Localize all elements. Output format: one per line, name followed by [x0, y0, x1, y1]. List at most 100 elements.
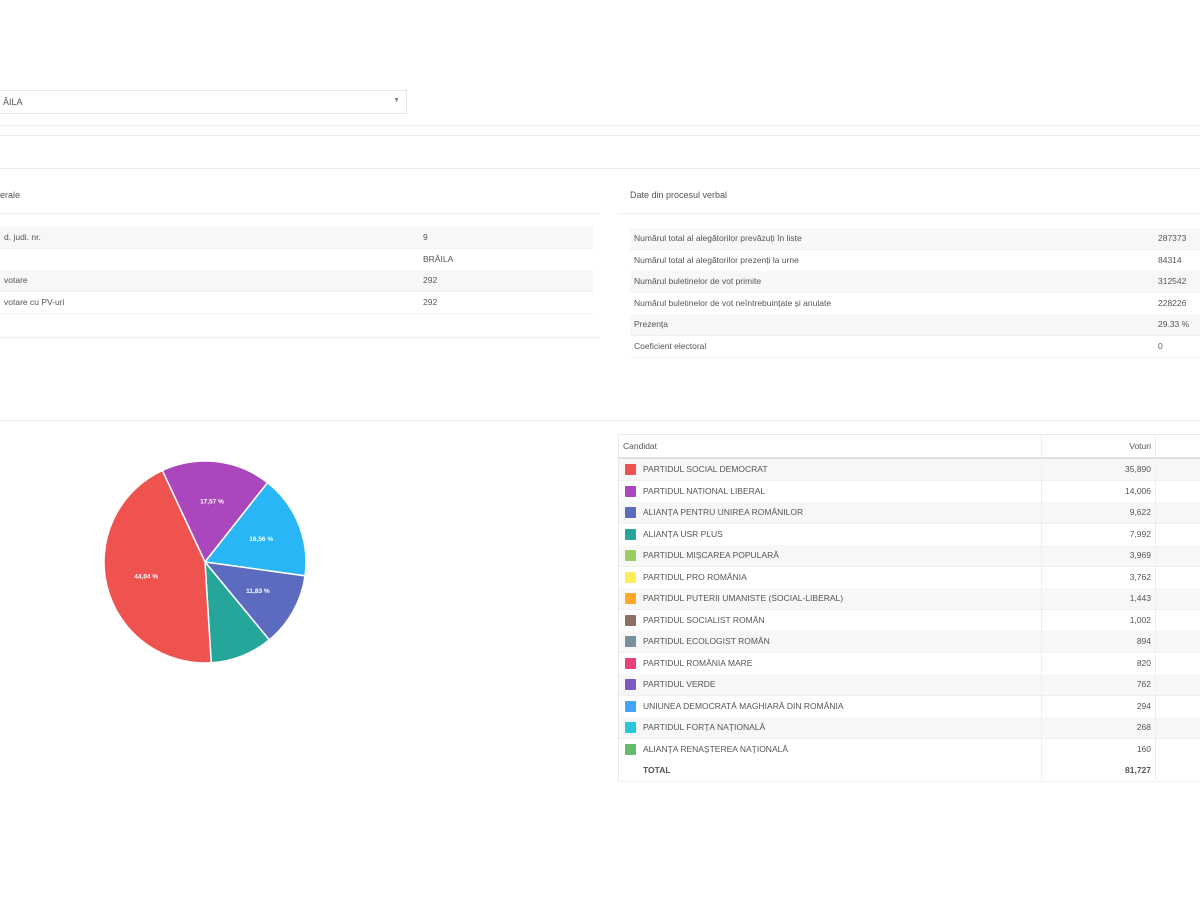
row-value: 0	[1158, 340, 1163, 351]
candidate-name: PARTIDUL MIȘCAREA POPULARĂ	[643, 550, 779, 560]
candidate-name: ALIANȚA USR PLUS	[643, 528, 723, 539]
row-value: BRĂILA	[423, 253, 454, 264]
pie-slice	[161, 460, 269, 564]
row-label: Numărul total al alegătorilor prevăzuți …	[634, 233, 802, 243]
candidate-name: UNIUNEA DEMOCRATĂ MAGHIARĂ DIN ROMÂNIA	[643, 700, 844, 711]
total-votes: 81,727	[1125, 765, 1151, 775]
slice-label: 44,04 %	[134, 574, 158, 581]
slice-label: 17,57 %	[200, 499, 224, 506]
row-label: d. judi. nr.	[4, 232, 41, 242]
table-row: votare cu PV-uri 292	[0, 292, 593, 314]
color-swatch	[625, 485, 636, 497]
table-row: Numărul buletinelor de vot primite 312542	[630, 271, 1200, 293]
color-swatch	[625, 528, 636, 540]
table-header: Candidat Voturi	[619, 435, 1200, 459]
color-swatch	[625, 700, 636, 712]
candidate-row: PARTIDUL VERDE 762	[619, 674, 1200, 696]
slice-label: 16,56 %	[249, 536, 273, 543]
dropdown[interactable]: ĂILA ▼	[0, 90, 407, 114]
color-swatch	[625, 743, 636, 755]
candidate-row: ALIANȚA PENTRU UNIREA ROMÂNILOR 9,622	[619, 502, 1200, 524]
row-label: Numărul buletinelor de vot primite	[634, 276, 762, 286]
row-value: 287373	[1158, 233, 1187, 243]
slice-label: 11,83 %	[246, 588, 270, 595]
header-cell: Voturi	[1129, 441, 1151, 451]
color-swatch	[625, 464, 636, 475]
candidate-votes: 14,006	[1125, 485, 1151, 496]
color-swatch	[625, 571, 636, 583]
candidate-name: PARTIDUL PRO ROMÂNIA	[643, 571, 747, 582]
candidate-votes: 820	[1136, 657, 1151, 668]
candidate-row: PARTIDUL MIȘCAREA POPULARĂ 3,969	[619, 545, 1200, 567]
candidate-row: PARTIDUL PRO ROMÂNIA 3,762	[619, 567, 1200, 589]
candidate-row: PARTIDUL ECOLOGIST ROMÂN 894	[619, 631, 1200, 653]
total-row: TOTAL 81,727	[619, 760, 1200, 782]
candidate-name: PARTIDUL FORȚA NAȚIONALĂ	[643, 722, 766, 732]
candidate-name: ALIANȚA RENAȘTEREA NAȚIONALĂ	[643, 743, 789, 754]
candidate-row: PARTIDUL SOCIALIST ROMÂN 1,002	[619, 610, 1200, 632]
divider	[0, 125, 1200, 126]
candidates-table: Candidat Voturi PARTIDUL SOCIAL DEMOCRAT…	[618, 434, 1200, 782]
column-divider	[1155, 435, 1156, 780]
color-swatch	[625, 657, 636, 669]
dropdown-arrow: ▼	[393, 97, 400, 104]
candidate-name: PARTIDUL NATIONAL LIBERAL	[643, 485, 766, 496]
candidate-name: PARTIDUL PUTERII UMANISTE (SOCIAL-LIBERA…	[643, 593, 844, 603]
divider	[0, 135, 1200, 136]
candidate-name: ALIANȚA PENTRU UNIREA ROMÂNILOR	[643, 507, 804, 517]
pie-slice	[203, 481, 307, 577]
row-value: 292	[423, 296, 438, 307]
color-swatch	[625, 722, 636, 733]
candidate-row: PARTIDUL PUTERII UMANISTE (SOCIAL-LIBERA…	[619, 588, 1200, 610]
section-title: Date din procesul verbal	[630, 190, 728, 200]
candidate-name: PARTIDUL VERDE	[643, 679, 716, 689]
color-swatch	[625, 593, 636, 604]
total-label: TOTAL	[643, 765, 671, 775]
color-swatch	[625, 550, 636, 561]
table-row: Numărul buletinelor de vot neîntrebuința…	[630, 293, 1200, 315]
candidate-votes: 9,622	[1129, 507, 1151, 517]
candidate-name: PARTIDUL SOCIAL DEMOCRAT	[643, 464, 768, 474]
row-value: 228226	[1158, 297, 1187, 308]
candidate-row: PARTIDUL FORȚA NAȚIONALĂ 268	[619, 717, 1200, 739]
row-label: Numărul buletinelor de vot neîntrebuința…	[634, 297, 832, 308]
row-label: votare cu PV-uri	[4, 296, 65, 307]
row-label: Coeficient electoral	[634, 340, 707, 351]
divider	[0, 168, 1200, 169]
pie-chart: 17,57 % 16,56 % 11,83 % 44,04 %	[103, 460, 307, 664]
candidate-votes: 3,969	[1129, 550, 1151, 560]
table-row: Numărul total al alegătorilor prevăzuți …	[630, 228, 1200, 250]
candidate-votes: 7,992	[1129, 528, 1151, 539]
section-title: erale	[0, 190, 21, 200]
color-swatch	[625, 679, 636, 690]
candidate-row: PARTIDUL NATIONAL LIBERAL 14,006	[619, 481, 1200, 503]
candidate-name: PARTIDUL SOCIALIST ROMÂN	[643, 614, 765, 625]
candidate-votes: 294	[1136, 700, 1151, 711]
header-cell: Candidat	[623, 441, 658, 451]
candidate-row: PARTIDUL ROMÂNIA MARE 820	[619, 653, 1200, 675]
row-label: Numărul total al alegătorilor prezenți l…	[634, 254, 799, 265]
candidate-row: ALIANȚA RENAȘTEREA NAȚIONALĂ 160	[619, 739, 1200, 761]
divider	[0, 420, 1200, 421]
candidate-name: PARTIDUL ROMÂNIA MARE	[643, 657, 753, 668]
table-row: BRĂILA	[0, 249, 593, 271]
table-row: Coeficient electoral 0	[630, 336, 1200, 358]
candidate-votes: 1,443	[1129, 593, 1151, 603]
row-value: 9	[423, 232, 428, 242]
table-row: d. judi. nr. 9	[0, 227, 593, 249]
table-row: Numărul total al alegătorilor prezenți l…	[630, 250, 1200, 272]
row-value: 292	[423, 275, 438, 285]
candidate-votes: 35,890	[1125, 464, 1151, 474]
candidate-votes: 160	[1136, 743, 1151, 754]
table-row: Prezența 29.33 %	[630, 314, 1200, 336]
candidate-row: UNIUNEA DEMOCRATĂ MAGHIARĂ DIN ROMÂNIA 29…	[619, 696, 1200, 718]
color-swatch	[625, 614, 636, 626]
divider	[0, 213, 600, 214]
row-value: 84314	[1158, 254, 1182, 265]
candidate-row: ALIANȚA USR PLUS 7,992	[619, 524, 1200, 546]
pie-slice	[203, 560, 306, 641]
row-value: 312542	[1158, 276, 1187, 286]
candidate-votes: 894	[1136, 636, 1151, 646]
